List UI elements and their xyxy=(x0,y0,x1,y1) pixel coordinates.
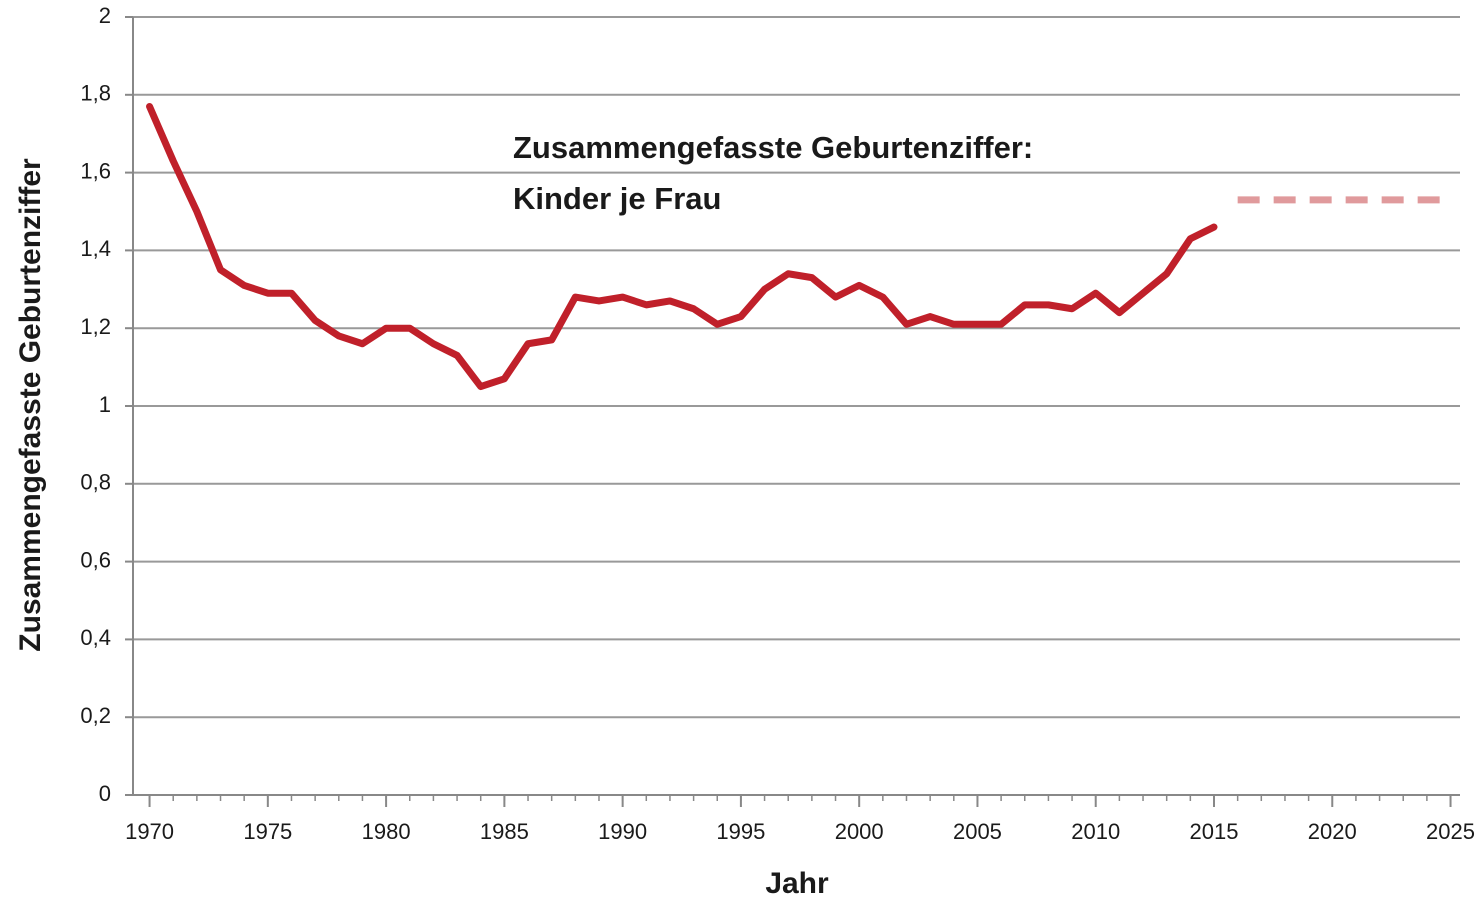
x-tick-label: 2020 xyxy=(1308,819,1357,844)
y-axis-title: Zusammengefasste Geburtenziffer xyxy=(14,158,47,652)
annotation: Zusammengefasste Geburtenziffer: xyxy=(513,130,1033,165)
x-tick-label: 1985 xyxy=(480,819,529,844)
x-tick-label: 1970 xyxy=(125,819,174,844)
y-tick-label: 0,8 xyxy=(80,470,111,495)
annotation: Kinder je Frau xyxy=(513,181,721,216)
x-tick-label: 2025 xyxy=(1426,819,1475,844)
y-tick-label: 1,4 xyxy=(80,236,111,261)
x-tick-label: 2000 xyxy=(835,819,884,844)
x-axis-title: Jahr xyxy=(765,867,829,900)
x-tick-label: 1990 xyxy=(598,819,647,844)
x-tick-label: 2010 xyxy=(1071,819,1120,844)
y-tick-label: 1,2 xyxy=(80,314,111,339)
y-tick-label: 1 xyxy=(99,392,111,417)
y-tick-label: 0,2 xyxy=(80,703,111,728)
y-tick-label: 1,6 xyxy=(80,158,111,183)
x-tick-label: 1975 xyxy=(243,819,292,844)
x-tick-label: 2015 xyxy=(1190,819,1239,844)
y-tick-label: 0,4 xyxy=(80,625,111,650)
y-tick-label: 2 xyxy=(99,3,111,28)
x-tick-label: 1980 xyxy=(362,819,411,844)
y-tick-label: 0 xyxy=(99,781,111,806)
y-tick-label: 1,8 xyxy=(80,81,111,106)
y-tick-label: 0,6 xyxy=(80,547,111,572)
x-tick-label: 1995 xyxy=(716,819,765,844)
x-tick-label: 2005 xyxy=(953,819,1002,844)
data-line xyxy=(146,102,1218,391)
